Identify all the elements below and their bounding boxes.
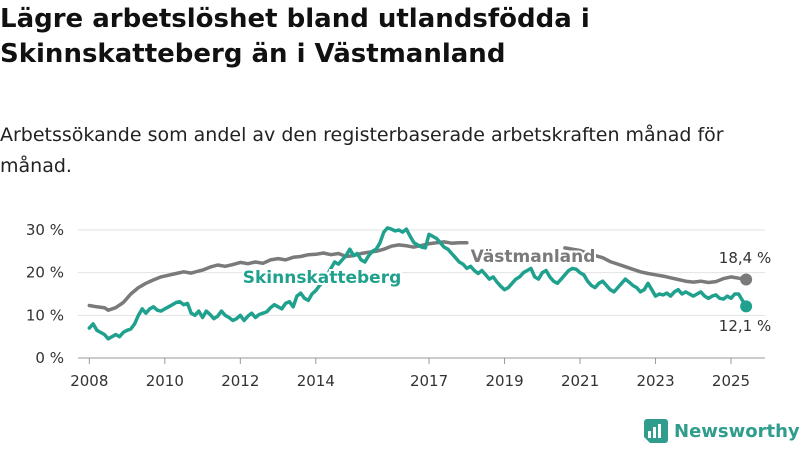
end-value-skinnskatteberg: 12,1 %: [719, 317, 771, 335]
brand-name: Newsworthy: [674, 420, 800, 442]
x-tick-label: 2010: [146, 372, 184, 390]
x-tick-label: 2021: [561, 372, 599, 390]
y-axis-ticks: 0 % 10 % 20 % 30 %: [26, 221, 64, 367]
series-labels: Skinnskatteberg Västmanland 18,4 % 12,1 %: [241, 245, 771, 335]
y-tick-label: 30 %: [26, 221, 64, 239]
y-tick-label: 10 %: [26, 306, 64, 324]
end-point-skinnskatteberg: [740, 300, 753, 313]
newsworthy-logo: Newsworthy: [644, 419, 800, 443]
end-value-vastmanland: 18,4 %: [719, 249, 771, 267]
series-label-skinnskatteberg: Skinnskatteberg: [243, 268, 402, 288]
x-tick-label: 2008: [70, 372, 108, 390]
series-line-skinnskatteberg: [87, 226, 748, 341]
bar-chart-icon: [644, 419, 668, 443]
x-tick-label: 2023: [636, 372, 674, 390]
x-tick-label: 2019: [485, 372, 523, 390]
x-tick-label: 2017: [410, 372, 448, 390]
y-tick-label: 0 %: [35, 349, 64, 367]
chart-title: Lägre arbetslöshet bland utlandsfödda i …: [0, 4, 590, 69]
series-line-västmanland: [87, 240, 469, 312]
x-tick-label: 2012: [221, 372, 259, 390]
series-label-vastmanland: Västmanland: [471, 247, 596, 267]
x-tick-label: 2014: [297, 372, 335, 390]
series-lines: [87, 226, 753, 341]
x-tick-label: 2025: [712, 372, 750, 390]
series-line-västmanland: [563, 246, 748, 285]
end-point-västmanland: [740, 273, 753, 286]
y-tick-label: 20 %: [26, 264, 64, 282]
x-axis-ticks: 2008 2010 2012 2014 2017 2019 2021 2023 2025: [70, 358, 750, 390]
line-chart: 0 % 10 % 20 % 30 % 2008 2010 2012 2014 2017 2019…: [26, 221, 771, 390]
chart-subtitle: Arbetssökande som andel av den registerb…: [0, 124, 724, 177]
